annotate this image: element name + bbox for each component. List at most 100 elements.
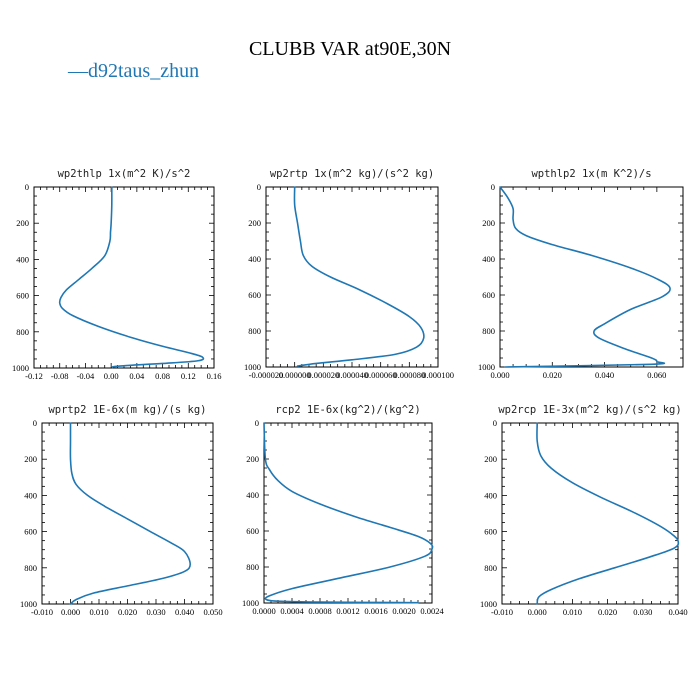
x-tick-label: -0.04 (77, 371, 95, 381)
x-tick-label: 0.020 (118, 607, 137, 617)
x-tick-label: 0.060 (647, 370, 666, 380)
y-tick-label: 0 (493, 418, 497, 428)
chart-panel-4: wprtp2 1E-6x(m kg)/(s kg) -0.010 0.000 0.01… (20, 404, 223, 617)
y-tick-label: 1000 (12, 363, 29, 373)
panel-title: wp2rcp 1E-3x(m^2 kg)/(s^2 kg) (498, 404, 681, 416)
panel-title: wprtp2 1E-6x(m kg)/(s kg) (48, 404, 206, 416)
panel-title: rcp2 1E-6x(kg^2)/(kg^2) (275, 404, 420, 416)
y-tick-label: 600 (24, 527, 37, 537)
plot-frame (33, 186, 215, 369)
y-tick-label: 200 (24, 454, 37, 464)
figure-title: CLUBB VAR at90E,30N (249, 38, 451, 60)
series-line (536, 422, 680, 605)
x-tick-label: 0.0016 (364, 606, 387, 616)
x-tick-label: 0.020 (543, 370, 562, 380)
y-tick-label: 600 (482, 290, 495, 300)
legend-glyph: — (67, 60, 89, 82)
x-tick-label: 0.000000 (279, 370, 311, 380)
y-tick-label: 400 (248, 254, 261, 264)
plot-frame (501, 422, 679, 605)
y-tick-label: 1000 (20, 599, 37, 609)
y-tick-label: 800 (24, 563, 37, 573)
x-tick-label: 0.000020 (307, 370, 339, 380)
y-tick-label: 800 (248, 326, 261, 336)
series-line (499, 186, 671, 368)
x-tick-label: 0.020 (598, 607, 617, 617)
x-tick-label: 0.0004 (280, 606, 304, 616)
plot-frame (499, 186, 684, 368)
x-tick-label: -0.010 (31, 607, 53, 617)
y-tick-label: 400 (482, 254, 495, 264)
series-line (293, 186, 425, 367)
y-tick-label: 1000 (480, 599, 497, 609)
x-tick-label: 0.040 (668, 607, 687, 617)
legend-label: d92taus_zhun (88, 60, 199, 82)
y-tick-label: 800 (16, 327, 29, 337)
x-tick-label: 0.0024 (420, 606, 444, 616)
series-line (263, 422, 434, 604)
y-tick-label: 1000 (478, 362, 495, 372)
x-tick-label: 0.000 (61, 607, 80, 617)
y-tick-label: 200 (482, 218, 495, 228)
y-tick-label: 400 (24, 490, 37, 500)
series-line (58, 186, 205, 369)
chart-panel-2: wp2rtp 1x(m^2 kg)/(s^2 kg)-0.0000200.000… (244, 168, 454, 380)
x-tick-label: 0.000 (490, 370, 509, 380)
y-tick-label: 800 (482, 326, 495, 336)
plot-frame (41, 422, 214, 605)
x-tick-label: 0.010 (563, 607, 582, 617)
x-tick-label: 0.010 (89, 607, 108, 617)
x-tick-label: 0.000060 (365, 370, 397, 380)
y-tick-label: 400 (16, 254, 29, 264)
x-tick-label: 0.08 (155, 371, 170, 381)
x-tick-label: 0.000 (528, 607, 547, 617)
y-tick-label: 1000 (242, 598, 259, 608)
x-tick-label: 0.0000 (252, 606, 275, 616)
x-tick-label: 0.0012 (336, 606, 359, 616)
y-tick-label: 400 (484, 490, 497, 500)
y-tick-label: 800 (246, 562, 259, 572)
x-tick-label: 0.030 (146, 607, 165, 617)
y-tick-label: 600 (248, 290, 261, 300)
x-tick-label: -0.010 (491, 607, 513, 617)
y-tick-label: 800 (484, 563, 497, 573)
y-tick-label: 1000 (244, 362, 261, 372)
y-tick-label: 200 (16, 218, 29, 228)
x-tick-label: 0.0008 (308, 606, 331, 616)
y-tick-label: 600 (246, 526, 259, 536)
x-tick-label: -0.08 (51, 371, 69, 381)
x-tick-label: 0.04 (129, 371, 145, 381)
x-tick-label: 0.040 (175, 607, 194, 617)
y-tick-label: 200 (248, 218, 261, 228)
legend: — d92taus_zhun (67, 60, 199, 82)
x-tick-label: 0.040 (595, 370, 614, 380)
x-tick-label: 0.000100 (422, 370, 454, 380)
chart-panel-1: wp2thlp 1x(m^2 K)/s^2 -0.12 -0.08 -0.04 0.00… (12, 168, 221, 381)
x-tick-label: 0.0020 (392, 606, 415, 616)
panel-title: wpthlp2 1x(m K^2)/s (531, 168, 651, 180)
x-tick-label: 0.000080 (393, 370, 425, 380)
chart-panel-5: rcp2 1E-6x(kg^2)/(kg^2) 0.0000 0.0004 0.000… (242, 404, 444, 616)
x-tick-label: 0.050 (203, 607, 222, 617)
y-tick-label: 0 (25, 182, 29, 192)
panel-grid: wp2thlp 1x(m^2 K)/s^2 -0.12 -0.08 -0.04 0.00… (12, 168, 688, 617)
chart-panel-6: wp2rcp 1E-3x(m^2 kg)/(s^2 kg) -0.010 0.000… (480, 404, 688, 617)
plot-frame (265, 186, 439, 368)
y-tick-label: 200 (484, 454, 497, 464)
x-tick-label: 0.16 (207, 371, 222, 381)
x-tick-label: 0.12 (181, 371, 196, 381)
y-tick-label: 0 (33, 418, 37, 428)
y-tick-label: 0 (491, 182, 495, 192)
x-tick-label: 0.000040 (336, 370, 368, 380)
y-tick-label: 0 (257, 182, 261, 192)
y-tick-label: 0 (255, 418, 259, 428)
series-line (69, 422, 191, 605)
x-tick-label: -0.000020 (249, 370, 284, 380)
chart-panel-3: wpthlp2 1x(m K^2)/s 0.000 0.020 0.040 0.060 0… (478, 168, 684, 380)
panel-title: wp2rtp 1x(m^2 kg)/(s^2 kg) (270, 168, 434, 180)
x-tick-label: 0.00 (104, 371, 119, 381)
y-tick-label: 200 (246, 454, 259, 464)
y-tick-label: 400 (246, 490, 259, 500)
y-tick-label: 600 (484, 527, 497, 537)
